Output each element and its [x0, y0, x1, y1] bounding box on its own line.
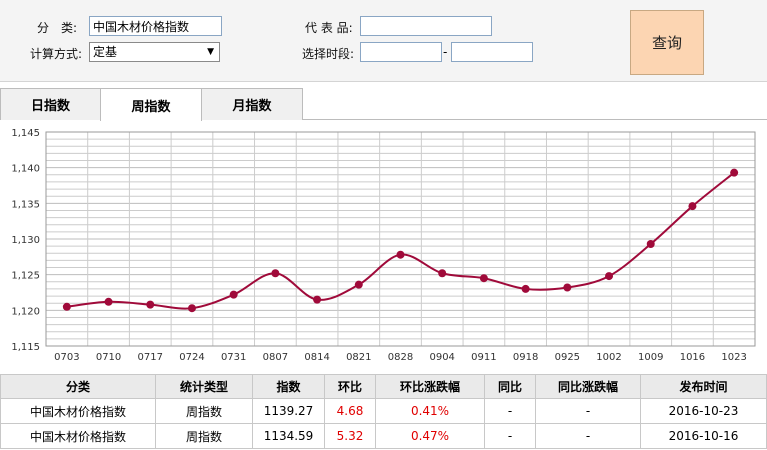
cell-category: 中国木材价格指数 — [0, 423, 156, 449]
data-point — [688, 202, 697, 211]
data-point — [730, 168, 739, 177]
data-point — [271, 269, 280, 278]
x-tick-label: 0821 — [346, 352, 371, 363]
cell-mom: 5.32 — [324, 423, 376, 449]
col-header-mom-pct: 环比涨跌幅 — [375, 374, 485, 399]
method-label: 计算方式: — [30, 47, 83, 61]
index-chart: 1,145 1,140 1,135 1,130 1,125 1,120 1,115 0703 0… — [0, 122, 767, 367]
data-point — [646, 239, 655, 248]
cell-mom-pct: 0.47% — [375, 423, 485, 449]
y-tick-label: 1,115 — [11, 342, 40, 353]
data-point — [104, 297, 113, 306]
col-header-index: 指数 — [252, 374, 325, 399]
cell-index: 1134.59 — [252, 423, 325, 449]
data-point — [187, 304, 196, 313]
data-point — [396, 250, 405, 259]
cell-yoy-pct: - — [535, 423, 641, 449]
x-tick-label: 0717 — [138, 352, 163, 363]
category-label: 分 类: — [37, 21, 78, 35]
index-tabs: 日指数 周指数 月指数 — [0, 88, 767, 121]
x-tick-label: 0807 — [263, 352, 288, 363]
y-tick-label: 1,135 — [11, 199, 40, 210]
cell-publish-date: 2016-10-16 — [640, 423, 767, 449]
data-point — [229, 290, 238, 299]
cell-yoy: - — [484, 423, 536, 449]
data-point — [62, 302, 71, 311]
category-input[interactable] — [89, 16, 222, 36]
y-tick-label: 1,145 — [11, 128, 40, 139]
data-point — [354, 280, 363, 289]
tab-weekly-index[interactable]: 周指数 — [100, 88, 202, 121]
table-header-row: 分类 统计类型 指数 环比 环比涨跌幅 同比 同比涨跌幅 发布时间 — [0, 374, 767, 399]
plot-frame — [45, 131, 756, 347]
query-form: 分 类: 计算方式: 定基 ▼ 代 表 品: 选择时段: - 查询 — [0, 0, 767, 82]
cell-stat-type: 周指数 — [155, 398, 253, 424]
y-tick-label: 1,140 — [11, 164, 40, 175]
x-tick-label: 0918 — [513, 352, 538, 363]
index-table: 分类 统计类型 指数 环比 环比涨跌幅 同比 同比涨跌幅 发布时间 中国木材价格… — [0, 374, 767, 449]
data-point — [479, 274, 488, 283]
data-point — [521, 284, 530, 293]
rep-input[interactable] — [360, 16, 492, 36]
col-header-stat-type: 统计类型 — [155, 374, 253, 399]
tab-daily-index[interactable]: 日指数 — [0, 88, 101, 120]
x-tick-label: 1016 — [680, 352, 705, 363]
x-tick-label: 1009 — [638, 352, 663, 363]
period-end-input[interactable] — [451, 42, 533, 62]
rep-label: 代 表 品: — [305, 21, 353, 35]
data-point — [146, 300, 155, 309]
x-tick-label: 0731 — [221, 352, 246, 363]
x-tick-label: 0703 — [54, 352, 79, 363]
cell-category: 中国木材价格指数 — [0, 398, 156, 424]
data-point — [605, 272, 614, 281]
line-chart-svg: 1,145 1,140 1,135 1,130 1,125 1,120 1,115 0703 0… — [11, 128, 756, 363]
query-button[interactable]: 查询 — [630, 10, 704, 75]
tab-baseline — [0, 119, 767, 120]
method-select[interactable]: 定基 ▼ — [89, 42, 220, 62]
y-tick-label: 1,120 — [11, 306, 40, 317]
period-separator: - — [443, 45, 448, 59]
cell-publish-date: 2016-10-23 — [640, 398, 767, 424]
data-point — [563, 283, 572, 292]
cell-yoy-pct: - — [535, 398, 641, 424]
col-header-publish-date: 发布时间 — [640, 374, 767, 399]
col-header-category: 分类 — [0, 374, 156, 399]
series-line — [66, 171, 735, 310]
period-label: 选择时段: — [302, 47, 355, 61]
y-tick-label: 1,125 — [11, 271, 40, 282]
col-header-yoy: 同比 — [484, 374, 536, 399]
cell-mom: 4.68 — [324, 398, 376, 424]
cell-index: 1139.27 — [252, 398, 325, 424]
x-tick-label: 1002 — [596, 352, 621, 363]
x-tick-label: 0925 — [555, 352, 580, 363]
x-tick-label: 0710 — [96, 352, 121, 363]
dropdown-arrow-icon: ▼ — [207, 47, 214, 57]
table-row: 中国木材价格指数 周指数 1134.59 5.32 0.47% - - 2016… — [0, 423, 767, 449]
col-header-mom: 环比 — [324, 374, 376, 399]
cell-stat-type: 周指数 — [155, 423, 253, 449]
x-tick-label: 0911 — [471, 352, 496, 363]
col-header-yoy-pct: 同比涨跌幅 — [535, 374, 641, 399]
period-start-input[interactable] — [360, 42, 442, 62]
cell-mom-pct: 0.41% — [375, 398, 485, 424]
method-selected-value: 定基 — [93, 45, 118, 59]
x-tick-label: 0814 — [304, 352, 329, 363]
y-tick-label: 1,130 — [11, 235, 40, 246]
cell-yoy: - — [484, 398, 536, 424]
tab-monthly-index[interactable]: 月指数 — [201, 88, 303, 120]
data-point — [313, 295, 322, 304]
x-tick-label: 0828 — [388, 352, 413, 363]
data-point — [438, 269, 447, 278]
x-tick-label: 0904 — [429, 352, 454, 363]
table-row: 中国木材价格指数 周指数 1139.27 4.68 0.41% - - 2016… — [0, 398, 767, 424]
x-tick-label: 0724 — [179, 352, 204, 363]
x-tick-label: 1023 — [721, 352, 746, 363]
